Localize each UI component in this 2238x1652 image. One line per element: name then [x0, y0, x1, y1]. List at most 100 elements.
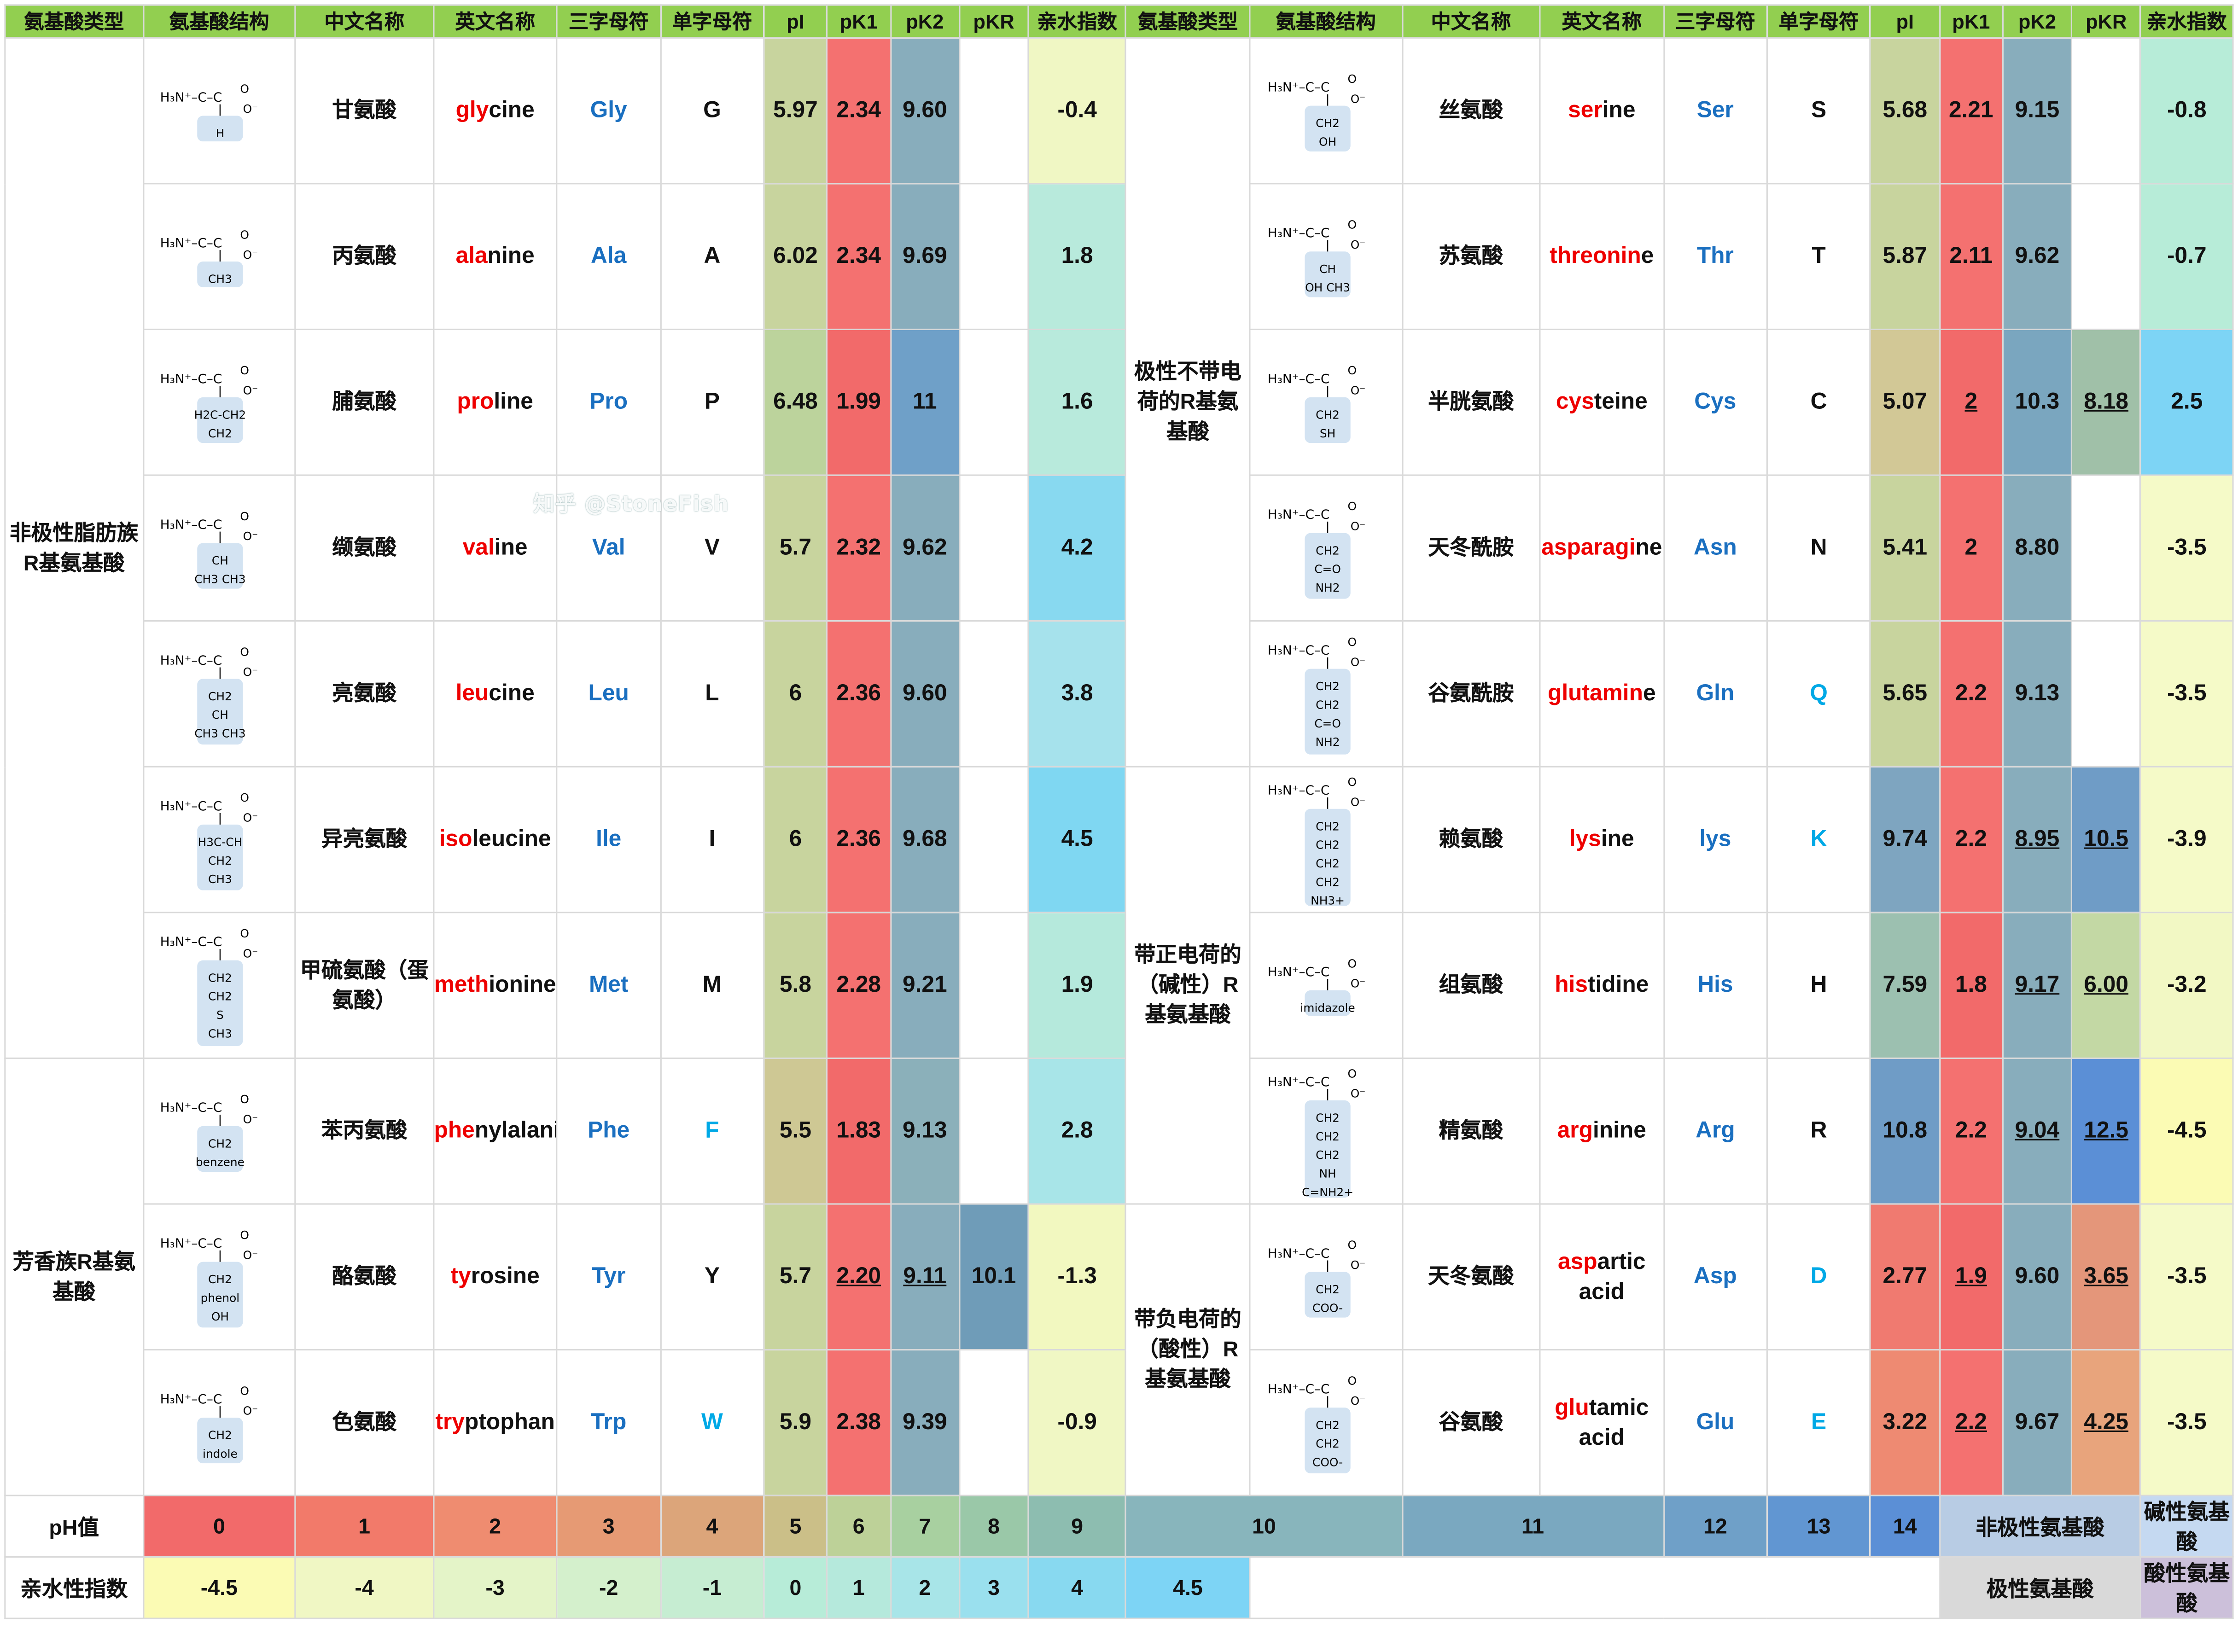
english-name: histidine: [1539, 912, 1665, 1059]
structure-cell: H₃N⁺–C–C O O⁻ H2C-CH2 CH2: [142, 328, 296, 476]
english-highlight: asp: [1558, 1250, 1597, 1274]
structure-cell: H₃N⁺–C–C O O⁻ CH2 SH: [1249, 328, 1403, 476]
svg-text:O: O: [240, 227, 250, 241]
english-name: glutamic acid: [1539, 1349, 1665, 1496]
structure-cell: H₃N⁺–C–C O O⁻ CH2 CH2 S CH3: [142, 912, 296, 1059]
english-highlight: ser: [1568, 99, 1603, 123]
pi-value: 5.97: [763, 37, 828, 185]
pkr-value: [2071, 183, 2142, 330]
svg-text:O⁻: O⁻: [244, 529, 259, 542]
english-highlight: meth: [434, 973, 489, 998]
english-name: valine: [432, 474, 558, 622]
svg-text:O⁻: O⁻: [244, 810, 259, 824]
column-header: 中文名称: [294, 4, 434, 39]
hydropathy-scale-cell: 4: [1027, 1556, 1127, 1619]
pi-value: 5.68: [1870, 37, 1941, 185]
one-letter-code: I: [659, 766, 765, 913]
pk1-value: 2.2: [1939, 1057, 2004, 1205]
hyd-value: 2.5: [2140, 328, 2234, 476]
three-letter-code: Gly: [556, 37, 661, 185]
pkr-value: 3.65: [2071, 1203, 2142, 1351]
pkr-value: [2071, 37, 2142, 185]
svg-text:CH3 CH3: CH3 CH3: [195, 572, 246, 585]
english-highlight: glu: [1555, 1395, 1589, 1420]
one-letter-code: A: [659, 183, 765, 330]
english-name: cysteine: [1539, 328, 1665, 476]
english-highlight: cys: [1556, 390, 1594, 415]
three-letter-code: Asn: [1662, 474, 1768, 622]
column-header: 氨基酸结构: [1249, 4, 1403, 39]
english-highlight: lys: [1569, 827, 1601, 852]
pk1-value: 2.20: [826, 1203, 891, 1351]
chinese-name: 甲硫氨酸（蛋氨酸）: [294, 912, 434, 1059]
svg-text:SH: SH: [1319, 426, 1335, 439]
hydropathy-scale-cell: -2: [556, 1556, 661, 1619]
svg-text:H₃N⁺–C–C: H₃N⁺–C–C: [161, 1390, 223, 1406]
pk2-value: 8.95: [2002, 766, 2073, 913]
structure-drawing: H₃N⁺–C–C O O⁻ CH CH3 CH3: [161, 509, 259, 588]
ph-scale-cell: 5: [763, 1495, 828, 1558]
table-row: 非极性脂肪族R基氨基酸 H₃N⁺–C–C O O⁻ H 甘氨酸 glycine Gly G 5.9…: [4, 37, 2234, 1059]
svg-text:H₃N⁺–C–C: H₃N⁺–C–C: [1267, 370, 1329, 385]
english-rest: rosine: [471, 1264, 540, 1289]
hyd-value: 4.5: [1027, 766, 1127, 913]
pkr-value: [958, 474, 1029, 622]
svg-text:H3C-CH: H3C-CH: [198, 835, 243, 848]
svg-text:CH: CH: [212, 553, 229, 566]
column-header: pK2: [2002, 4, 2073, 39]
hydropathy-scale-cell: -3: [432, 1556, 558, 1619]
type-label: 非极性脂肪族R基氨基酸: [4, 37, 144, 1059]
pk2-value: 8.80: [2002, 474, 2073, 622]
english-highlight: val: [462, 535, 495, 560]
chinese-name: 天冬酰胺: [1401, 474, 1541, 622]
pk2-value: 9.60: [2002, 1203, 2073, 1351]
svg-text:CH2: CH2: [209, 853, 233, 867]
table-row: H₃N⁺–C–C O O⁻ H3C-CH CH2 CH3 异亮氨酸 isoleucine Ile…: [5, 766, 2234, 1205]
pk1-value: 2.2: [1939, 1349, 2004, 1496]
legend-polar: 极性氨基酸: [1939, 1556, 2142, 1619]
svg-text:H₃N⁺–C–C: H₃N⁺–C–C: [161, 234, 223, 250]
three-letter-code: Thr: [1662, 183, 1768, 330]
svg-text:O⁻: O⁻: [1350, 1086, 1365, 1099]
english-rest: e: [1641, 244, 1654, 269]
english-name: alanine: [432, 183, 558, 330]
english-name: aspartic acid: [1539, 1203, 1665, 1351]
svg-text:O⁻: O⁻: [1350, 238, 1365, 251]
structure-drawing: H₃N⁺–C–C O O⁻ CH2 CH2 COO-: [1267, 1373, 1365, 1473]
one-letter-code: Y: [659, 1203, 765, 1351]
three-letter-code: His: [1662, 912, 1768, 1059]
english-highlight: glutamin: [1548, 681, 1643, 706]
three-letter-code: Met: [556, 912, 661, 1059]
pi-value: 5.9: [763, 1349, 828, 1496]
svg-text:CH2: CH2: [1315, 543, 1339, 557]
svg-text:H₃N⁺–C–C: H₃N⁺–C–C: [161, 89, 223, 104]
svg-text:H₃N⁺–C–C: H₃N⁺–C–C: [1267, 1245, 1329, 1260]
hyd-value: -4.5: [2140, 1057, 2234, 1205]
svg-text:H₃N⁺–C–C: H₃N⁺–C–C: [1267, 506, 1329, 521]
pi-value: 9.74: [1870, 766, 1941, 913]
ph-scale-cell: 0: [142, 1495, 296, 1558]
svg-text:H₃N⁺–C–C: H₃N⁺–C–C: [1267, 79, 1329, 94]
one-letter-code: C: [1766, 328, 1871, 476]
pi-value: 5.7: [763, 474, 828, 622]
pi-value: 2.77: [1870, 1203, 1941, 1351]
english-highlight: ala: [455, 244, 488, 269]
pi-value: 5.5: [763, 1057, 828, 1205]
column-header: 三字母符: [1662, 4, 1768, 39]
structure-cell: H₃N⁺–C–C O O⁻ CH2 C=O NH2: [1249, 474, 1403, 622]
column-header: pKR: [2071, 4, 2142, 39]
english-rest: cine: [489, 99, 535, 123]
pk1-value: 2.36: [826, 620, 891, 768]
svg-text:CH2: CH2: [209, 689, 233, 702]
structure-cell: H₃N⁺–C–C O O⁻ H3C-CH CH2 CH3: [142, 766, 296, 913]
pi-value: 5.65: [1870, 620, 1941, 768]
pk1-value: 2.36: [826, 766, 891, 913]
svg-text:O: O: [1347, 1238, 1357, 1251]
svg-text:C=NH2+: C=NH2+: [1301, 1185, 1353, 1197]
chinese-name: 色氨酸: [294, 1349, 434, 1496]
structure-cell: H₃N⁺–C–C O O⁻ CH CH3 CH3: [142, 474, 296, 622]
one-letter-code: N: [1766, 474, 1871, 622]
svg-text:O⁻: O⁻: [244, 1403, 259, 1417]
svg-text:O: O: [1347, 956, 1357, 970]
svg-text:O⁻: O⁻: [244, 1248, 259, 1261]
